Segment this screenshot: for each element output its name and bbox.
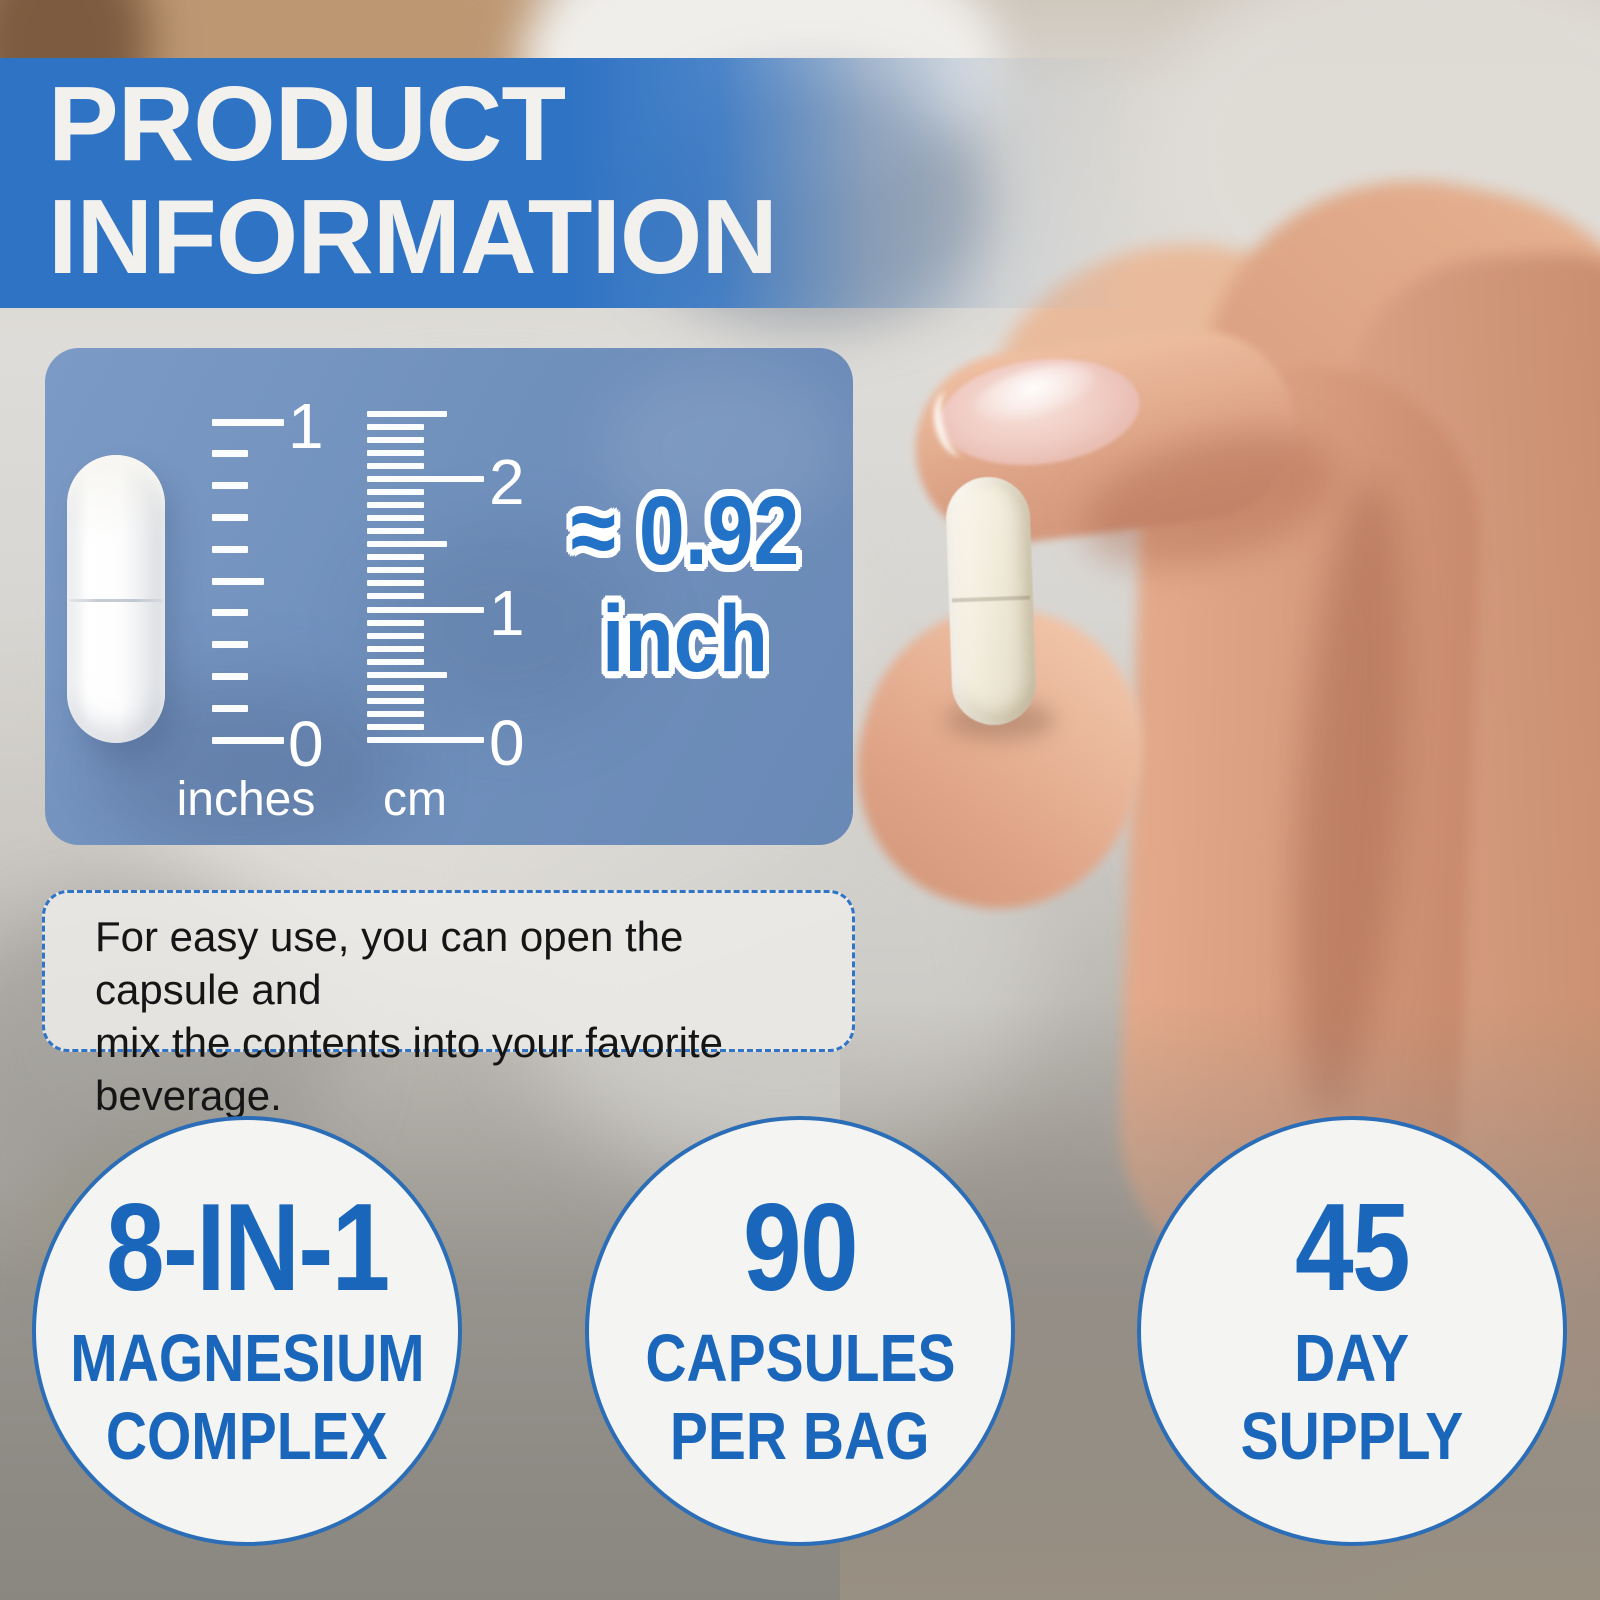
ruler-tick <box>367 567 424 574</box>
badge-8-in-1-complex: 8-IN-1 MAGNESIUM COMPLEX <box>32 1116 462 1546</box>
ruler-number: 2 <box>489 446 525 518</box>
badge-line: SUPPLY <box>1240 1399 1464 1474</box>
ruler-tick <box>212 450 248 458</box>
badge-90-capsules: 90 CAPSULES PER BAG <box>585 1116 1015 1546</box>
cm-unit-label: cm <box>383 773 447 826</box>
panel-highlight <box>605 368 845 528</box>
size-unit: inch <box>601 585 768 692</box>
badge-45-day-supply: 45 DAY SUPPLY <box>1137 1116 1567 1546</box>
badge-line: COMPLEX <box>106 1399 388 1474</box>
ruler-tick <box>367 593 424 600</box>
approx-symbol: ≈ <box>570 476 616 585</box>
ruler-number: 1 <box>489 576 525 649</box>
ruler-tick <box>367 554 424 561</box>
ruler-tick <box>367 423 424 430</box>
ruler-tick <box>367 619 424 626</box>
ruler-tick <box>367 723 424 730</box>
inches-unit-label: inches <box>176 773 316 826</box>
ruler-tick <box>367 410 447 417</box>
ruler-tick <box>367 515 424 522</box>
panel-shade <box>375 528 635 728</box>
ruler-tick <box>212 577 264 585</box>
held-capsule <box>944 475 1038 727</box>
note-line-2: mix the contents into your favorite beve… <box>95 1018 723 1119</box>
ruler-tick <box>212 641 248 649</box>
ruler-tick <box>367 737 484 743</box>
ruler-tick <box>367 658 424 665</box>
ruler-number: 1 <box>288 389 324 462</box>
ruler-tick <box>367 436 424 443</box>
ruler-tick <box>367 697 424 704</box>
ruler-tick <box>367 684 424 691</box>
ruler-tick <box>367 710 424 717</box>
ruler-tick <box>212 609 248 617</box>
badge-line: PER BAG <box>670 1399 930 1474</box>
ruler-tick <box>367 606 484 613</box>
ruler-tick <box>212 418 284 426</box>
badge-line: DAY <box>1294 1321 1410 1397</box>
ruler-tick <box>367 671 447 678</box>
ruler-tick <box>367 528 424 535</box>
badge-headline: 45 <box>1295 1179 1411 1318</box>
ruler-tick <box>212 672 248 680</box>
ruler-tick <box>367 632 424 639</box>
ruler-tick <box>367 502 424 509</box>
ruler-tick <box>367 449 424 456</box>
ruler-tick <box>367 580 424 587</box>
ruler-tick <box>212 545 248 553</box>
title-banner: PRODUCT INFORMATION <box>0 58 1140 308</box>
badge-headline: 90 <box>743 1179 859 1318</box>
ruler-number: 0 <box>288 707 324 780</box>
page-title: PRODUCT INFORMATION <box>0 58 1140 295</box>
size-value: 0.92 <box>638 476 800 585</box>
ruler-tick <box>367 541 447 548</box>
ruler-tick <box>367 476 484 482</box>
ruler-tick <box>212 704 248 712</box>
ruler-tick <box>212 736 284 744</box>
ruler-tick <box>367 489 424 496</box>
ruler-tick <box>212 513 248 521</box>
ruler-number: 0 <box>489 707 525 779</box>
ruler-tick <box>212 482 248 490</box>
title-line-1: PRODUCT <box>48 65 566 183</box>
ruler-tick <box>367 462 424 469</box>
badge-headline: 8-IN-1 <box>105 1179 390 1318</box>
capsule-size-value: ≈ 0.92 inch <box>505 480 853 690</box>
ruler-tick <box>367 645 424 652</box>
badge-line: CAPSULES <box>644 1321 956 1397</box>
note-line-1: For easy use, you can open the capsule a… <box>95 913 684 1013</box>
badge-line: MAGNESIUM <box>69 1321 425 1397</box>
capsule-illustration <box>67 455 165 743</box>
size-value-line: ≈ 0.92 <box>532 480 838 582</box>
title-line-2: INFORMATION <box>48 178 778 297</box>
note-box: For easy use, you can open the capsule a… <box>42 890 855 1119</box>
